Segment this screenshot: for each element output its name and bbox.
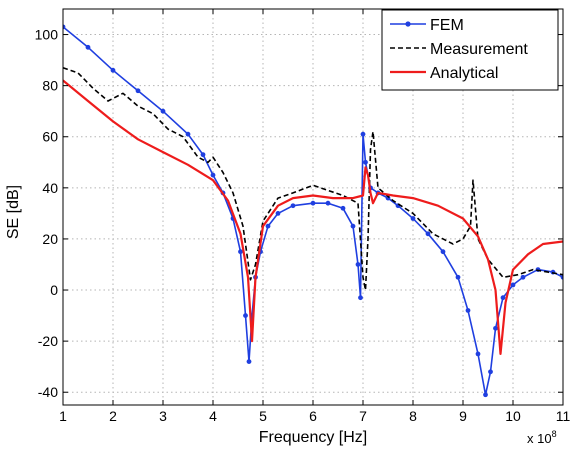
x-tick-label: 1 — [59, 408, 67, 424]
data-point-fem — [510, 282, 516, 288]
data-point-fem — [425, 231, 431, 237]
axes — [62, 8, 564, 406]
series-line-measurement — [63, 67, 563, 291]
x-tick-label: 7 — [359, 408, 367, 424]
x-tick-label: 5 — [259, 408, 267, 424]
y-tick-label: 80 — [42, 78, 58, 94]
data-point-fem — [246, 359, 252, 364]
x-axis-label: Frequency [Hz] — [259, 429, 367, 446]
y-tick-label: 40 — [42, 180, 58, 196]
data-point-fem — [410, 216, 416, 221]
legend-label-fem: FEM — [430, 17, 464, 34]
series-line-analytical — [63, 79, 563, 355]
data-point-fem — [500, 295, 506, 301]
data-point-fem — [110, 67, 116, 73]
data-point-fem — [363, 159, 368, 165]
y-tick-label: 0 — [50, 282, 58, 298]
data-point-fem — [200, 152, 206, 158]
data-point-fem — [325, 200, 331, 206]
data-point-fem — [135, 88, 141, 94]
data-point-fem — [493, 325, 498, 331]
data-point-fem — [455, 274, 461, 280]
data-point-fem — [560, 274, 563, 280]
data-point-fem — [350, 223, 356, 229]
legend: FEM Measurement Analytical — [381, 9, 559, 91]
x-tick-label: 3 — [159, 408, 167, 424]
x-multiplier-exponent: 8 — [552, 429, 557, 439]
data-point-fem — [488, 369, 493, 375]
x-multiplier-label: x 108 — [527, 429, 557, 446]
data-point-fem — [265, 223, 271, 229]
y-tick-label: 60 — [42, 129, 58, 145]
x-tick-label: 2 — [109, 408, 117, 424]
x-tick-label: 11 — [556, 408, 571, 424]
data-point-fem — [160, 108, 166, 114]
data-point-fem — [310, 200, 316, 206]
data-point-fem — [465, 308, 471, 313]
y-tick-label: 20 — [42, 231, 58, 247]
data-point-fem — [85, 44, 91, 50]
legend-label-measurement: Measurement — [430, 41, 528, 58]
x-tick-label: 4 — [209, 408, 217, 424]
data-point-fem — [483, 392, 488, 398]
y-tick-label: -20 — [38, 333, 58, 349]
data-point-fem — [475, 351, 481, 357]
x-tick-label: 10 — [505, 408, 521, 424]
series-line-fem — [63, 26, 563, 396]
data-point-fem — [210, 172, 216, 178]
y-tick-label: -40 — [38, 384, 58, 400]
data-point-fem — [63, 24, 66, 30]
data-point-fem — [520, 274, 526, 280]
data-point-fem — [355, 262, 361, 267]
data-point-fem — [238, 249, 243, 255]
series-group — [63, 24, 563, 398]
data-point-fem — [243, 313, 248, 318]
legend-label-analytical: Analytical — [430, 65, 498, 82]
data-point-fem — [440, 249, 446, 255]
legend-marker-fem — [405, 21, 411, 27]
x-tick-label: 8 — [409, 408, 417, 424]
y-axis-label: SE [dB] — [5, 185, 22, 239]
data-point-fem — [275, 210, 281, 216]
x-multiplier-base: x 10 — [527, 431, 552, 446]
data-point-fem — [360, 131, 366, 137]
data-point-fem — [358, 295, 363, 301]
y-tick-label: 100 — [35, 27, 59, 43]
data-point-fem — [290, 203, 296, 209]
tick-labels: 1 2 3 4 5 6 7 8 9 10 11 -40 -20 0 20 40 60 80 100 — [35, 27, 571, 424]
x-tick-label: 6 — [309, 408, 317, 424]
data-point-fem — [340, 205, 346, 211]
x-tick-label: 9 — [459, 408, 467, 424]
data-point-fem — [185, 131, 191, 137]
